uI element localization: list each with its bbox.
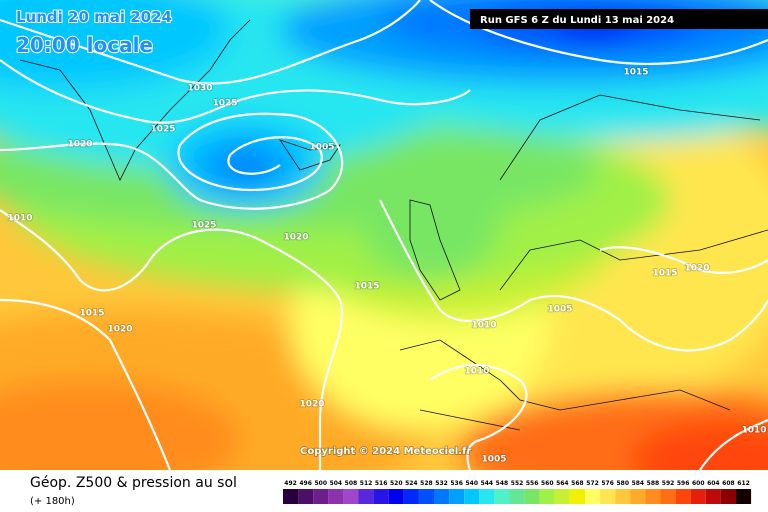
valid-date: Lundi 20 mai 2024: [16, 8, 172, 26]
legend-swatch: [313, 489, 329, 504]
legend-swatch: [328, 489, 344, 504]
legend-swatch: [494, 489, 510, 504]
legend-label: 556: [526, 480, 539, 487]
legend-label: 516: [375, 480, 388, 487]
legend-label: 608: [722, 480, 735, 487]
isobar-label: 1010: [741, 426, 766, 436]
legend-label: 604: [707, 480, 720, 487]
isobar-label: 1005: [547, 305, 572, 315]
legend-swatch: [645, 489, 661, 504]
legend-label: 612: [737, 480, 750, 487]
legend-label: 532: [435, 480, 448, 487]
isobar-label: 1015: [652, 269, 677, 279]
isobar-label: 1020: [299, 400, 324, 410]
legend-label: 552: [511, 480, 524, 487]
legend-label: 536: [450, 480, 463, 487]
legend-label: 496: [299, 480, 312, 487]
legend-swatch: [298, 489, 314, 504]
legend-label: 568: [571, 480, 584, 487]
legend-swatch: [373, 489, 389, 504]
isobar-label: 1010: [471, 321, 496, 331]
legend-label: 596: [677, 480, 690, 487]
legend-swatch: [479, 489, 495, 504]
legend-swatch: [418, 489, 434, 504]
legend-label: 584: [632, 480, 645, 487]
isobar-label: 1015: [354, 282, 379, 292]
legend-label: 548: [496, 480, 509, 487]
legend-swatch: [675, 489, 691, 504]
legend-label: 564: [556, 480, 569, 487]
legend-swatch: [449, 489, 465, 504]
legend-swatch: [539, 489, 555, 504]
run-box: [470, 9, 768, 29]
isobar-label: 1020: [107, 325, 132, 335]
isobar-label: 1025: [191, 221, 216, 231]
legend-swatch: [524, 489, 540, 504]
legend-swatch: [464, 489, 480, 504]
legend-label: 588: [647, 480, 660, 487]
legend-swatch: [690, 489, 706, 504]
legend-swatch: [343, 489, 359, 504]
isobar-label: 1015: [623, 68, 648, 78]
isobar-label: 1010: [7, 214, 32, 224]
legend-swatch: [615, 489, 631, 504]
isobar-label: 1025: [150, 125, 175, 135]
legend-swatch: [283, 489, 299, 504]
legend-label: 560: [541, 480, 554, 487]
legend-swatch: [660, 489, 676, 504]
isobar-label: 1010: [464, 367, 489, 377]
isobar-label: 1005: [309, 143, 334, 153]
isobar-label: 1020: [283, 233, 308, 243]
isobar-label: 1020: [67, 140, 92, 150]
legend-swatch: [554, 489, 570, 504]
valid-time: 20:00 locale: [16, 33, 153, 57]
legend-label: 492: [284, 480, 297, 487]
legend-swatch: [600, 489, 616, 504]
footer-title: Géop. Z500 & pression au sol: [30, 475, 237, 491]
legend-swatch: [630, 489, 646, 504]
legend-label: 524: [405, 480, 418, 487]
legend-swatch: [569, 489, 585, 504]
footer-lead: (+ 180h): [30, 496, 75, 507]
legend-label: 500: [314, 480, 327, 487]
color-scale: 492 496 500 504 508 512 516 520 524 528 532 536 540 5…: [283, 480, 752, 504]
legend-label: 512: [360, 480, 373, 487]
legend-label: 528: [420, 480, 433, 487]
legend-label: 580: [616, 480, 629, 487]
isobar-label: 1005: [481, 455, 506, 465]
legend-swatch: [509, 489, 525, 504]
legend-label: 576: [601, 480, 614, 487]
run-info: Run GFS 6 Z du Lundi 13 mai 2024: [480, 15, 674, 26]
legend-swatch: [585, 489, 601, 504]
legend-swatch: [705, 489, 721, 504]
legend-swatch: [388, 489, 404, 504]
isobar-label: 1030: [187, 84, 212, 94]
legend-label: 592: [662, 480, 675, 487]
legend-label: 544: [481, 480, 494, 487]
legend-swatch: [720, 489, 736, 504]
copyright: Copyright © 2024 Meteociel.fr: [300, 446, 471, 457]
legend-label: 572: [586, 480, 599, 487]
legend-label: 520: [390, 480, 403, 487]
legend-label: 508: [345, 480, 358, 487]
legend-swatch: [403, 489, 419, 504]
legend-label: 504: [330, 480, 343, 487]
isobar-label: 1025: [212, 99, 237, 109]
legend-label: 540: [465, 480, 478, 487]
legend-swatch: [358, 489, 374, 504]
legend-swatch: [434, 489, 450, 504]
isobar-label: 1015: [79, 309, 104, 319]
legend-swatch: [736, 489, 752, 504]
isobar-label: 1020: [684, 264, 709, 274]
legend-label: 600: [692, 480, 705, 487]
